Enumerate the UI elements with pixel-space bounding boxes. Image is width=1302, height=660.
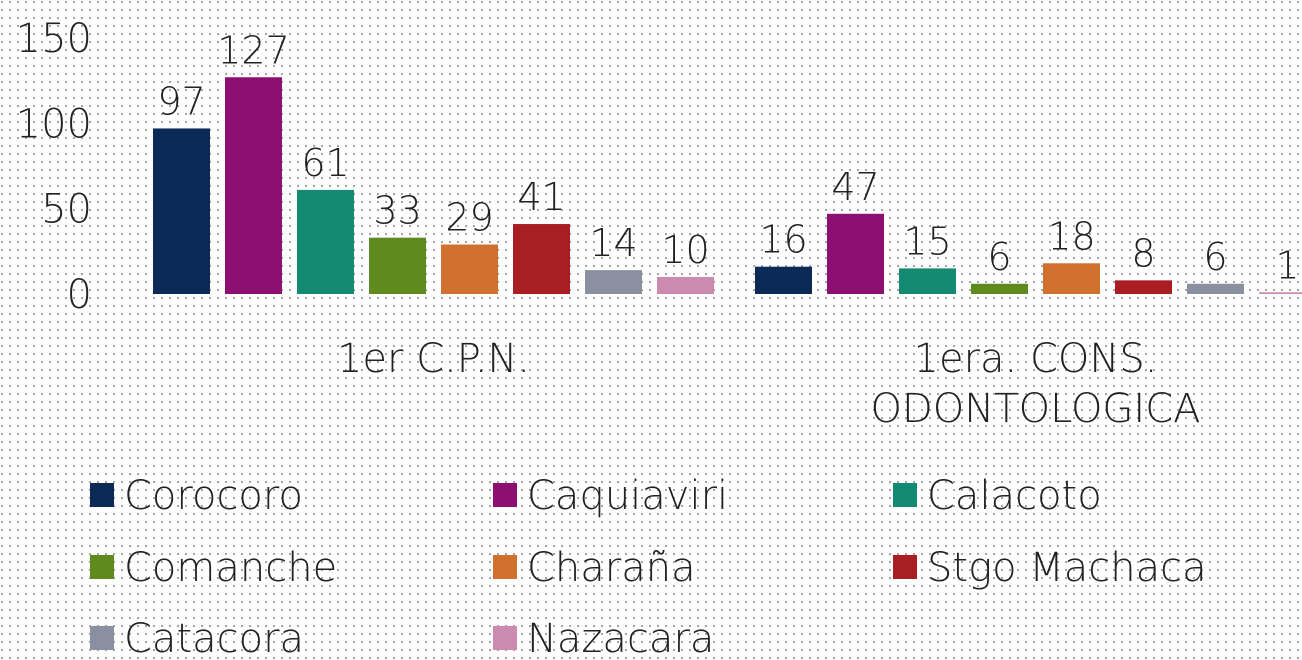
legend-label: Calacoto	[927, 473, 1102, 519]
bar	[441, 244, 498, 294]
bar	[1043, 263, 1100, 294]
label-line: ODONTOLOGICA	[870, 386, 1200, 432]
y-tick-label: 150	[16, 16, 92, 62]
legend-swatch	[90, 555, 114, 579]
legend-swatch	[493, 555, 517, 579]
data-label: 8	[1131, 231, 1155, 275]
data-label: 16	[759, 218, 807, 262]
bar	[513, 224, 570, 294]
bar	[899, 268, 956, 294]
legend-swatch	[90, 483, 114, 507]
bar	[827, 213, 884, 294]
bar	[225, 77, 282, 295]
data-label: 1	[1275, 243, 1299, 287]
label-line: 1er C.P.N.	[337, 336, 530, 382]
x-tick-label: 1er C.P.N.	[337, 336, 530, 382]
data-label: 61	[301, 141, 349, 185]
data-label: 47	[831, 165, 879, 209]
legend-swatch	[90, 626, 114, 650]
legend-label: Caquiaviri	[527, 473, 728, 519]
label-line: 1era. CONS.	[914, 336, 1158, 382]
y-tick-label: 50	[41, 187, 92, 233]
legend-swatch	[893, 483, 917, 507]
bar	[1115, 280, 1172, 294]
legend-label: Stgo Machaca	[927, 545, 1207, 591]
data-label: 29	[445, 196, 493, 240]
legend-label: Comanche	[124, 545, 337, 591]
data-label: 97	[157, 79, 205, 123]
y-tick-label: 0	[67, 272, 92, 318]
bar	[297, 189, 354, 294]
bar	[755, 266, 812, 294]
legend-label: Nazacara	[527, 616, 714, 660]
bar	[657, 276, 714, 294]
bar	[585, 270, 642, 294]
bar	[1259, 292, 1302, 294]
legend-label: Corocoro	[124, 473, 303, 519]
bar	[971, 283, 1028, 294]
data-label: 6	[1203, 235, 1227, 279]
data-label: 18	[1047, 214, 1095, 258]
data-label: 15	[903, 219, 951, 263]
data-label: 127	[217, 28, 290, 72]
data-label: 10	[661, 228, 709, 272]
y-tick-label: 100	[16, 101, 92, 147]
legend-swatch	[893, 555, 917, 579]
data-label: 6	[987, 235, 1011, 279]
bar	[369, 237, 426, 294]
bar	[153, 128, 210, 294]
data-label: 14	[589, 221, 637, 265]
data-label: 33	[373, 189, 421, 233]
legend-label: Charaña	[527, 545, 696, 591]
bar	[1187, 283, 1244, 294]
x-tick-label: 1era. CONS. ODONTOLOGICA	[870, 336, 1200, 432]
legend-label: Catacora	[124, 616, 304, 660]
data-label: 41	[517, 175, 565, 219]
legend-swatch	[493, 626, 517, 650]
legend-swatch	[493, 483, 517, 507]
